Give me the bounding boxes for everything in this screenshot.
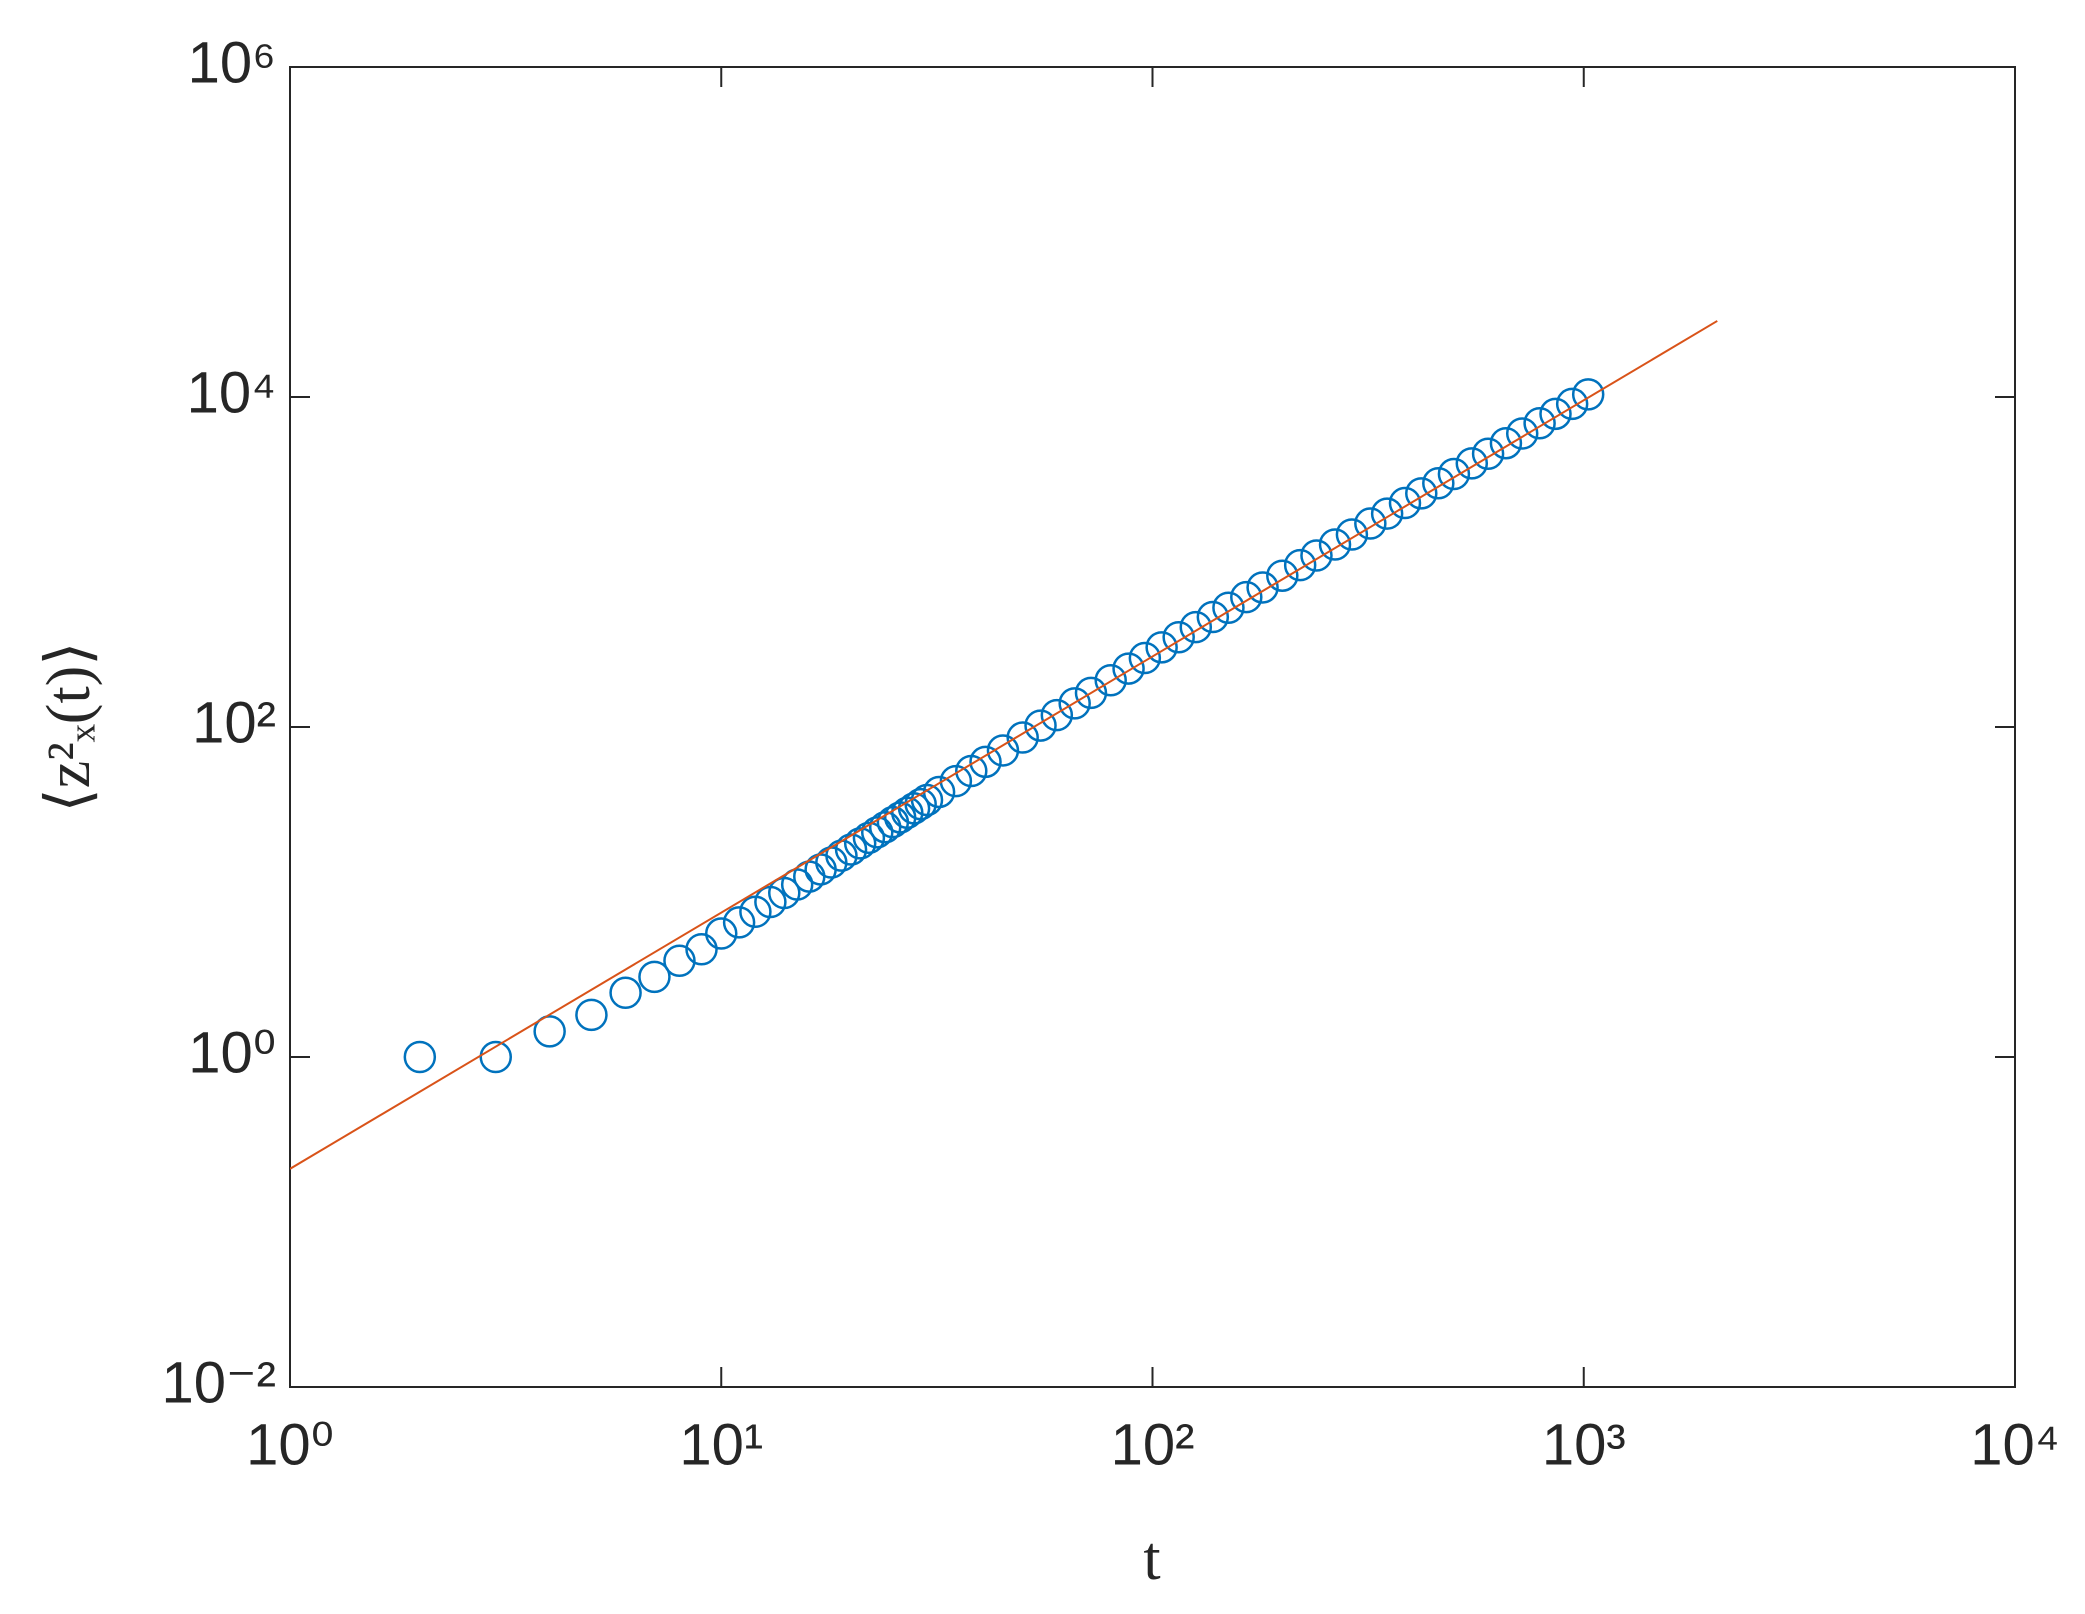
x-tick-label: 10⁰	[246, 1412, 334, 1477]
x-tick-label: 10¹	[679, 1412, 763, 1477]
marker	[1455, 447, 1489, 480]
x-axis-label: t	[1143, 1525, 1160, 1593]
x-tick-label: 10³	[1542, 1412, 1626, 1477]
marker	[1040, 698, 1074, 732]
y-tick-label: 10²	[192, 690, 276, 755]
marker	[1074, 676, 1108, 710]
marker	[1354, 507, 1387, 540]
marker	[1058, 687, 1091, 720]
marker	[986, 734, 1020, 767]
plot-frame	[289, 66, 2016, 1388]
marker	[685, 932, 718, 966]
marker	[1388, 486, 1422, 520]
marker	[609, 976, 642, 1010]
marker	[1422, 467, 1455, 500]
y-tick-label: 10⁻²	[162, 1350, 276, 1415]
marker	[1523, 406, 1556, 440]
marker	[852, 821, 886, 855]
marker	[1246, 571, 1279, 604]
x-tick-label: 10⁴	[1970, 1412, 2059, 1477]
marker	[1196, 600, 1230, 634]
marker	[1370, 497, 1404, 530]
marker	[705, 917, 738, 950]
marker	[1230, 580, 1263, 614]
marker	[403, 1040, 437, 1074]
marker	[1318, 528, 1352, 561]
marker	[1405, 477, 1438, 510]
plot-area	[290, 320, 1718, 1170]
marker	[969, 745, 1002, 779]
marker	[1112, 652, 1145, 685]
marker	[1145, 631, 1178, 664]
marker	[1505, 417, 1539, 450]
marker	[1212, 591, 1245, 625]
marker	[843, 827, 877, 860]
x-tick-label: 10²	[1111, 1412, 1195, 1477]
marker	[638, 960, 671, 994]
marker	[1179, 610, 1213, 644]
marker	[533, 1015, 566, 1048]
marker	[1024, 709, 1057, 742]
marker	[1266, 559, 1299, 592]
marker	[1006, 721, 1039, 754]
marker	[722, 906, 756, 939]
marker	[1571, 378, 1605, 411]
y-tick-label: 10⁰	[188, 1020, 276, 1085]
y-tick-label: 10⁶	[188, 30, 276, 95]
marker	[1300, 539, 1333, 572]
marker	[1489, 426, 1523, 460]
marker	[1539, 397, 1572, 431]
fit-line	[290, 320, 1718, 1170]
marker	[1471, 437, 1505, 471]
marker	[663, 944, 696, 978]
marker	[1128, 641, 1162, 675]
marker	[1162, 620, 1195, 654]
marker	[575, 998, 608, 1032]
marker	[1094, 664, 1127, 697]
marker	[479, 1040, 513, 1074]
y-axis-label: ⟨z²ₓ(t)⟩	[35, 642, 103, 813]
marker	[860, 816, 894, 849]
marker	[1335, 518, 1369, 551]
marker	[1283, 548, 1317, 582]
marker	[1555, 387, 1589, 421]
marker	[1437, 457, 1471, 491]
y-tick-label: 10⁴	[187, 360, 276, 425]
